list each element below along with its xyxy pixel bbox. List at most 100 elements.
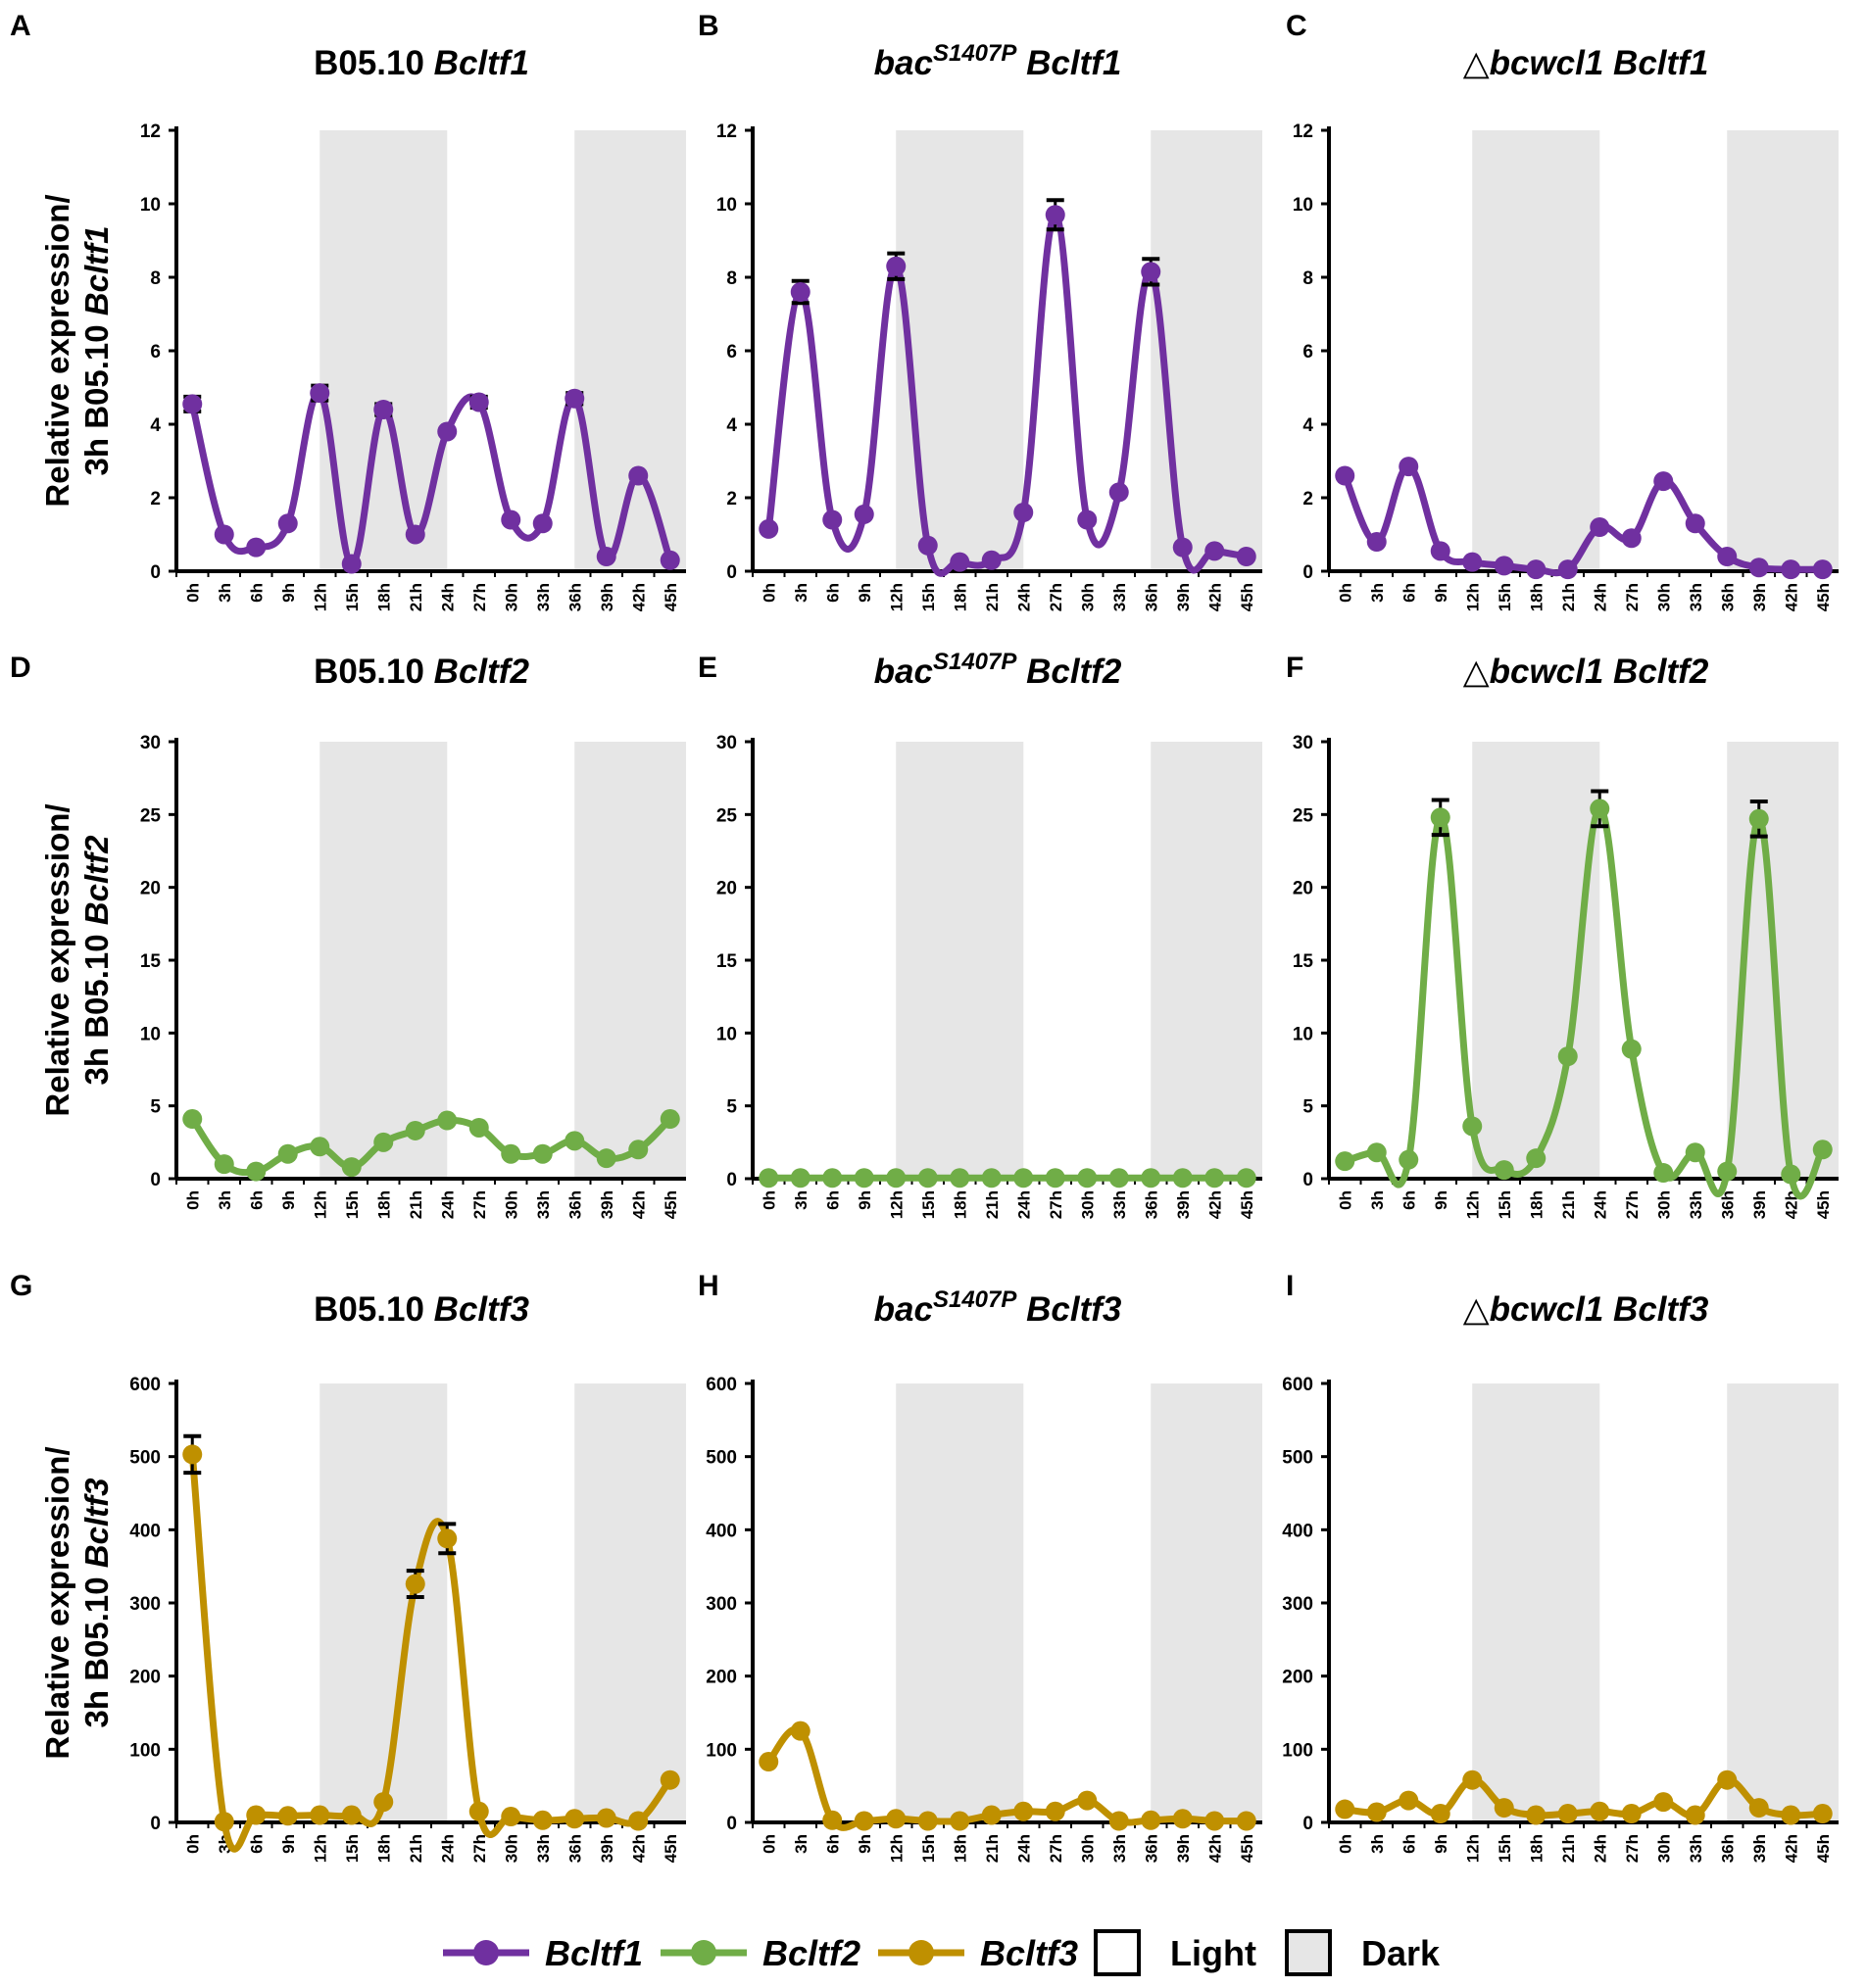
panel-letter: I <box>1286 1270 1294 1302</box>
y-axis-label-line1: Relative expression/ <box>39 194 75 507</box>
x-tick-label: 15h <box>1496 1190 1514 1219</box>
title-strain: △ <box>1463 44 1490 82</box>
x-tick-label: 18h <box>1527 1834 1546 1863</box>
panel-C: 0 2 4 6 8 10 12 0h 3h 6h 9h 12h 15h 18h 21h 24h 27h 30h 33… <box>1286 10 1839 611</box>
data-point <box>1653 1163 1674 1184</box>
data-point <box>1013 503 1034 522</box>
y-tick-label: 30 <box>716 733 737 753</box>
panel-B: 0 2 4 6 8 10 12 0h 3h 6h 9h 12h 15h 18h 21h 24h 27h 30h 33… <box>698 10 1262 611</box>
legend-box-light <box>1094 1929 1141 1976</box>
x-tick-label: 30h <box>1078 1834 1097 1863</box>
y-tick-label: 100 <box>1282 1740 1313 1761</box>
panel-title: bacS1407P Bcltf1 <box>874 40 1122 82</box>
x-tick-label: 45h <box>1814 1190 1833 1219</box>
panel-title: B05.10 Bcltf2 <box>314 653 529 691</box>
y-axis-label-line2: 3h B05.10 <box>78 925 115 1085</box>
panel-title: bacS1407P Bcltf3 <box>874 1286 1122 1329</box>
x-tick-label: 39h <box>1750 1834 1769 1863</box>
y-axis-label: Relative expression/3h B05.10 Bcltf3 <box>39 1446 115 1759</box>
y-tick-label: 20 <box>140 879 161 899</box>
y-tick-label: 30 <box>1293 733 1313 753</box>
data-point <box>628 1811 649 1831</box>
x-tick-label: 0h <box>1336 583 1354 603</box>
title-gene: Bcltf1 <box>424 44 529 82</box>
data-point <box>341 1805 362 1825</box>
y-tick-label: 6 <box>1302 342 1313 363</box>
x-tick-label: 21h <box>983 583 1002 611</box>
data-point <box>854 1811 874 1831</box>
x-tick-label: 45h <box>1814 1834 1833 1863</box>
x-tick-label: 45h <box>662 1190 680 1219</box>
x-tick-label: 24h <box>1014 1834 1033 1863</box>
x-tick-label: 36h <box>1142 583 1160 611</box>
data-point <box>1013 1801 1034 1821</box>
data-point <box>1399 1790 1419 1811</box>
series-line-Bcltf2 <box>188 1115 674 1177</box>
title-gene: bcwcl1 Bcltf3 <box>1490 1290 1709 1329</box>
data-point <box>1045 1801 1065 1821</box>
y-tick-label: 600 <box>1282 1375 1313 1395</box>
x-tick-label: 9h <box>279 583 298 603</box>
data-point <box>214 524 234 545</box>
x-tick-label: 3h <box>1368 1190 1387 1210</box>
data-point <box>246 1161 267 1182</box>
legend-label: Bcltf2 <box>762 1933 860 1973</box>
x-tick-label: 39h <box>1174 583 1193 611</box>
x-tick-label: 6h <box>247 583 266 603</box>
data-point <box>660 1770 680 1790</box>
panel-letter: C <box>1286 10 1307 42</box>
data-point <box>1557 1046 1578 1067</box>
data-point <box>1494 556 1514 576</box>
x-tick-label: 27h <box>1623 583 1642 611</box>
y-axis-label-gene: Bcltf3 <box>78 1479 115 1569</box>
data-point <box>596 1148 616 1169</box>
dark-period-shade <box>896 1383 1024 1822</box>
x-tick-label: 24h <box>1591 1834 1609 1863</box>
x-tick-label: 15h <box>919 1190 938 1219</box>
y-tick-label: 25 <box>1293 805 1314 826</box>
x-tick-label: 24h <box>438 1834 457 1863</box>
dark-period-shade <box>319 742 448 1179</box>
x-tick-label: 15h <box>343 1834 362 1863</box>
y-tick-label: 600 <box>129 1375 161 1395</box>
y-tick-label: 8 <box>1302 268 1313 289</box>
x-tick-label: 33h <box>1110 1834 1129 1863</box>
data-point <box>790 1721 810 1741</box>
x-tick-label: 9h <box>856 1834 874 1854</box>
panel-letter: H <box>698 1270 719 1302</box>
x-tick-label: 9h <box>1432 1834 1450 1854</box>
panel-D: 0 5 10 15 20 25 30 0h 3h 6h 9h 12h 15h 18h 21h 24h 27h 30… <box>10 652 686 1219</box>
data-point <box>1526 559 1547 580</box>
y-tick-label: 300 <box>1282 1594 1313 1615</box>
data-point <box>628 1139 649 1160</box>
data-point <box>596 547 616 566</box>
x-tick-label: 3h <box>216 583 234 603</box>
x-tick-label: 36h <box>1142 1834 1160 1863</box>
data-point <box>1685 513 1705 534</box>
panel-title: △bcwcl1 Bcltf1 <box>1463 44 1709 82</box>
data-point <box>246 537 267 558</box>
data-point <box>1462 1770 1483 1790</box>
data-point <box>854 504 874 524</box>
y-tick-label: 20 <box>716 879 737 899</box>
x-tick-label: 33h <box>534 583 553 611</box>
title-gene: Bcltf1 <box>1016 44 1121 82</box>
panel-title: △bcwcl1 Bcltf2 <box>1463 653 1709 691</box>
x-tick-label: 42h <box>629 583 648 611</box>
x-tick-label: 30h <box>1654 1834 1673 1863</box>
x-tick-label: 18h <box>951 1190 969 1219</box>
y-tick-label: 400 <box>1282 1521 1313 1541</box>
data-point <box>822 509 843 530</box>
y-tick-label: 15 <box>140 951 162 972</box>
x-tick-label: 30h <box>502 1834 520 1863</box>
y-tick-label: 100 <box>129 1740 161 1761</box>
x-tick-label: 9h <box>279 1190 298 1210</box>
x-tick-label: 36h <box>565 583 584 611</box>
title-strain: △ <box>1463 1290 1490 1329</box>
y-tick-label: 0 <box>1302 1170 1313 1190</box>
y-tick-label: 2 <box>1302 489 1313 509</box>
data-point <box>341 1157 362 1178</box>
data-point <box>373 400 394 419</box>
data-point <box>1685 1805 1705 1825</box>
